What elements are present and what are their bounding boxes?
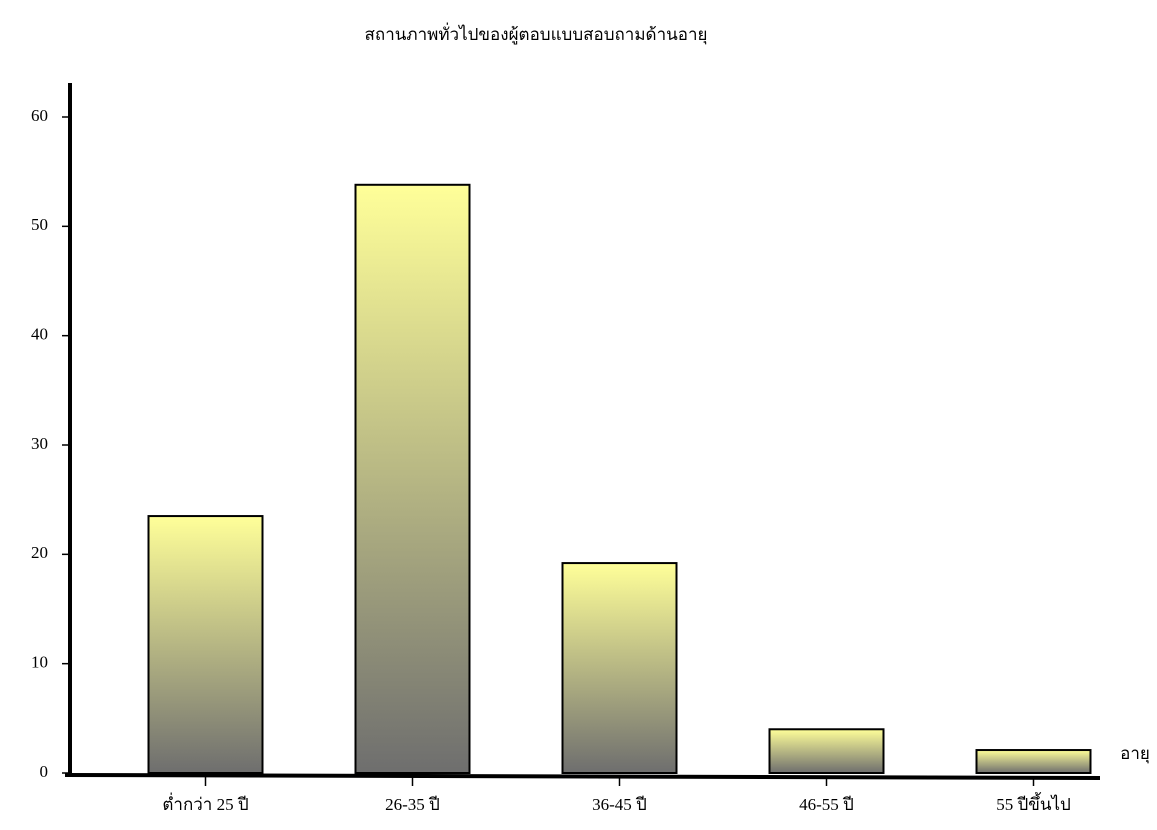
y-tick-label: 40 — [31, 325, 48, 344]
bar — [354, 183, 471, 774]
x-tick-label: 46-55 ปี — [799, 795, 854, 814]
y-tick-label: 10 — [31, 653, 48, 672]
y-tick-label: 30 — [31, 434, 48, 453]
y-tick-label: 50 — [31, 215, 48, 234]
y-tick-label: 60 — [31, 106, 48, 125]
x-tick-label: 26-35 ปี — [385, 795, 440, 814]
bar — [561, 562, 678, 775]
x-tick-label: ต่ำกว่า 25 ปี — [162, 792, 248, 814]
x-axis-label: อายุ — [1120, 744, 1150, 764]
y-tick-label: 0 — [40, 762, 49, 781]
y-tick-label: 20 — [31, 543, 48, 562]
bar — [147, 515, 264, 774]
x-tick-label: 36-45 ปี — [592, 795, 647, 814]
bar — [768, 728, 885, 774]
chart-title: สถานภาพทั่วไปของผู้ตอบแบบสอบถามด้านอายุ — [365, 22, 708, 45]
x-axis — [64, 773, 1101, 780]
bar — [975, 749, 1092, 774]
x-tick-label: 55 ปีขึ้นไป — [996, 792, 1071, 814]
